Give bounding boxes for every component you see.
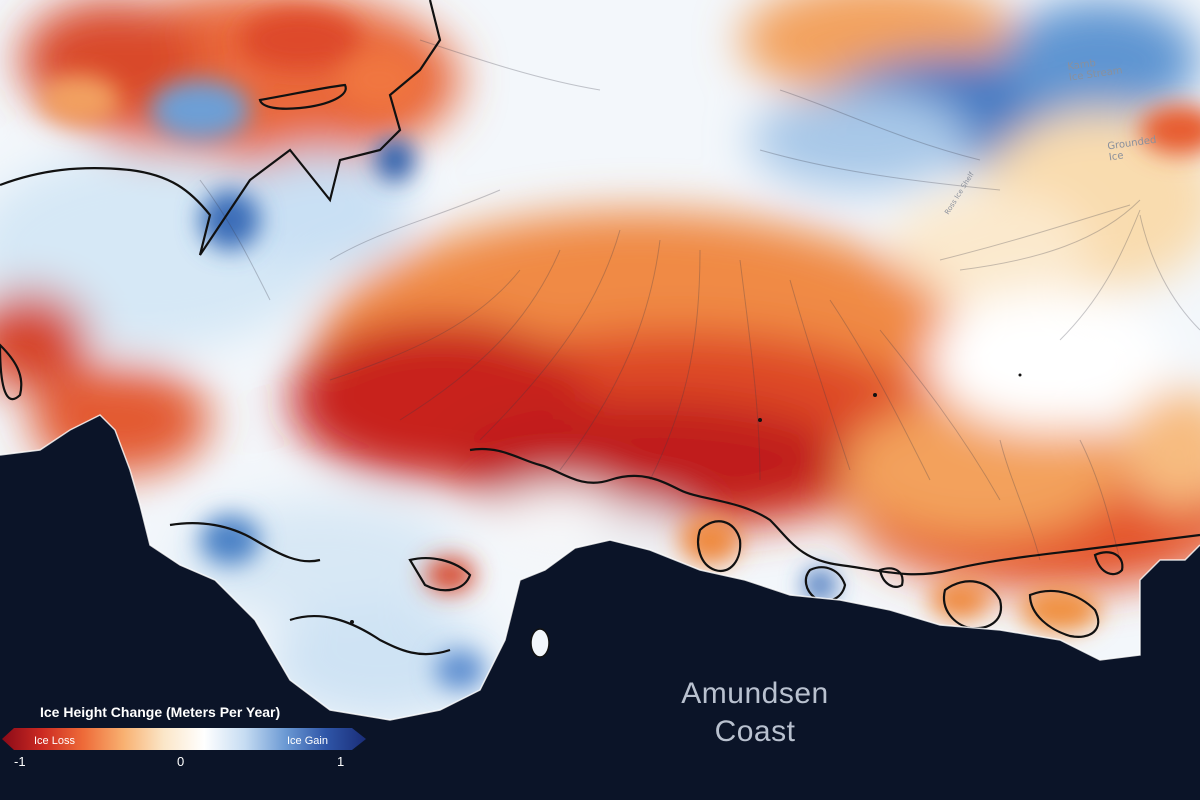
flow-lines: [199, 39, 1200, 561]
legend-title: Ice Height Change (Meters Per Year): [40, 704, 281, 720]
legend-color-bar: [2, 728, 366, 750]
legend-tick-max: 1: [337, 754, 345, 769]
coastline: [0, 414, 1200, 721]
color-legend: Ice Height Change (Meters Per Year) Ice …: [0, 698, 380, 800]
small-island: [530, 628, 550, 658]
legend-loss-label: Ice Loss: [34, 735, 75, 747]
legend-gain-label: Ice Gain: [287, 735, 328, 747]
legend-tick-zero: 0: [177, 754, 185, 769]
amundsen-coast-label: Amundsen Coast: [681, 677, 829, 748]
legend-tick-min: -1: [14, 754, 26, 769]
grounding-line: [0, 0, 1200, 656]
